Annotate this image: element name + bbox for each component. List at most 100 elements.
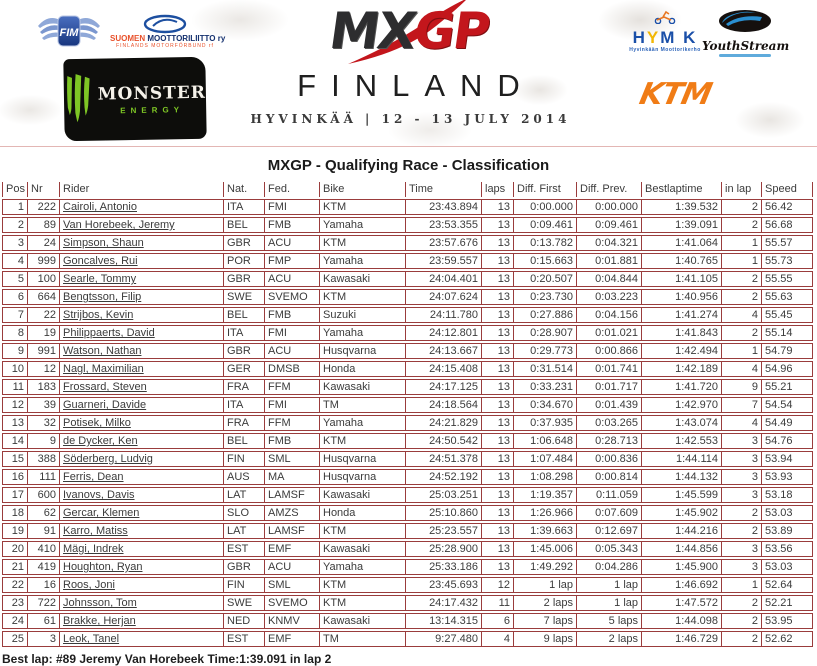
cell-bike: KTM: [320, 199, 406, 215]
cell-time: 24:13.667: [406, 343, 482, 359]
cell-nr: 222: [28, 199, 60, 215]
cell-speed: 52.21: [762, 595, 813, 611]
cell-rider[interactable]: Philippaerts, David: [60, 325, 224, 341]
cell-pos: 4: [2, 253, 28, 269]
cell-fed: LAMSF: [265, 487, 320, 503]
cell-rider[interactable]: Roos, Joni: [60, 577, 224, 593]
cell-rider[interactable]: Simpson, Shaun: [60, 235, 224, 251]
cell-rider[interactable]: Houghton, Ryan: [60, 559, 224, 575]
cell-in-lap: 4: [722, 307, 762, 323]
cell-time: 24:04.401: [406, 271, 482, 287]
cell-bestlaptime: 1:46.729: [642, 631, 722, 647]
cell-pos: 13: [2, 415, 28, 431]
cell-speed: 53.03: [762, 505, 813, 521]
cell-rider[interactable]: Mägi, Indrek: [60, 541, 224, 557]
table-row: 11 183 Frossard, Steven FRA FFM Kawasaki 24:17…: [2, 379, 813, 395]
cell-diff-first: 9 laps: [514, 631, 577, 647]
cell-rider[interactable]: Karro, Matiss: [60, 523, 224, 539]
cell-pos: 18: [2, 505, 28, 521]
cell-rider[interactable]: de Dycker, Ken: [60, 433, 224, 449]
cell-diff-first: 0:37.935: [514, 415, 577, 431]
cell-rider[interactable]: Van Horebeek, Jeremy: [60, 217, 224, 233]
cell-rider[interactable]: Bengtsson, Filip: [60, 289, 224, 305]
cell-pos: 1: [2, 199, 28, 215]
cell-rider[interactable]: Cairoli, Antonio: [60, 199, 224, 215]
cell-fed: DMSB: [265, 361, 320, 377]
cell-laps: 13: [482, 541, 514, 557]
cell-rider[interactable]: Watson, Nathan: [60, 343, 224, 359]
cell-laps: 13: [482, 469, 514, 485]
cell-bestlaptime: 1:41.720: [642, 379, 722, 395]
cell-laps: 13: [482, 235, 514, 251]
cell-rider[interactable]: Söderberg, Ludvig: [60, 451, 224, 467]
table-row: 3 24 Simpson, Shaun GBR ACU KTM 23:57.676 13 0:1…: [2, 235, 813, 251]
cell-rider[interactable]: Johnsson, Tom: [60, 595, 224, 611]
cell-bike: Yamaha: [320, 559, 406, 575]
cell-diff-first: 1:39.663: [514, 523, 577, 539]
cell-nr: 24: [28, 235, 60, 251]
cell-nr: 91: [28, 523, 60, 539]
cell-diff-prev: 0:00.866: [577, 343, 642, 359]
column-header-diff-prev: Diff. Prev.: [577, 182, 642, 197]
cell-fed: SVEMO: [265, 595, 320, 611]
cell-rider[interactable]: Strijbos, Kevin: [60, 307, 224, 323]
cell-rider[interactable]: Searle, Tommy: [60, 271, 224, 287]
cell-laps: 13: [482, 433, 514, 449]
cell-speed: 55.57: [762, 235, 813, 251]
table-row: 14 9 de Dycker, Ken BEL FMB KTM 24:50.542 13 1:0…: [2, 433, 813, 449]
cell-nat: FRA: [224, 379, 265, 395]
cell-rider[interactable]: Guarneri, Davide: [60, 397, 224, 413]
cell-speed: 56.42: [762, 199, 813, 215]
cell-diff-prev: 0:01.439: [577, 397, 642, 413]
cell-rider[interactable]: Potisek, Milko: [60, 415, 224, 431]
cell-in-lap: 1: [722, 343, 762, 359]
cell-in-lap: 7: [722, 397, 762, 413]
cell-bestlaptime: 1:40.956: [642, 289, 722, 305]
cell-nr: 89: [28, 217, 60, 233]
cell-rider[interactable]: Ivanovs, Davis: [60, 487, 224, 503]
cell-bestlaptime: 1:39.532: [642, 199, 722, 215]
cell-bike: Husqvarna: [320, 469, 406, 485]
cell-laps: 13: [482, 397, 514, 413]
cell-speed: 55.55: [762, 271, 813, 287]
cell-rider[interactable]: Frossard, Steven: [60, 379, 224, 395]
cell-bestlaptime: 1:43.074: [642, 415, 722, 431]
cell-in-lap: 2: [722, 595, 762, 611]
cell-rider[interactable]: Nagl, Maximilian: [60, 361, 224, 377]
cell-bestlaptime: 1:39.091: [642, 217, 722, 233]
cell-nr: 19: [28, 325, 60, 341]
cell-speed: 55.45: [762, 307, 813, 323]
cell-speed: 53.93: [762, 469, 813, 485]
cell-bike: KTM: [320, 577, 406, 593]
cell-in-lap: 2: [722, 217, 762, 233]
table-row: 21 419 Houghton, Ryan GBR ACU Yamaha 25:33.186…: [2, 559, 813, 575]
cell-laps: 13: [482, 505, 514, 521]
cell-rider[interactable]: Gercar, Klemen: [60, 505, 224, 521]
cell-diff-prev: 0:04.286: [577, 559, 642, 575]
cell-fed: FMI: [265, 325, 320, 341]
cell-in-lap: 3: [722, 451, 762, 467]
table-row: 15 388 Söderberg, Ludvig FIN SML Husqvarna 24:…: [2, 451, 813, 467]
cell-bike: Kawasaki: [320, 271, 406, 287]
cell-rider[interactable]: Brakke, Herjan: [60, 613, 224, 629]
cell-laps: 13: [482, 343, 514, 359]
cell-rider[interactable]: Leok, Tanel: [60, 631, 224, 647]
cell-nr: 12: [28, 361, 60, 377]
cell-fed: EMF: [265, 631, 320, 647]
youthstream-swirl-icon: [719, 10, 771, 32]
table-row: 12 39 Guarneri, Davide ITA FMI TM 24:18.564 13 0…: [2, 397, 813, 413]
cell-fed: MA: [265, 469, 320, 485]
cell-fed: ACU: [265, 271, 320, 287]
cell-speed: 55.14: [762, 325, 813, 341]
cell-time: 13:14.315: [406, 613, 482, 629]
cell-rider[interactable]: Goncalves, Rui: [60, 253, 224, 269]
cell-nr: 32: [28, 415, 60, 431]
cell-time: 23:57.676: [406, 235, 482, 251]
cell-speed: 54.49: [762, 415, 813, 431]
cell-pos: 10: [2, 361, 28, 377]
cell-bestlaptime: 1:45.900: [642, 559, 722, 575]
cell-diff-first: 0:29.773: [514, 343, 577, 359]
cell-rider[interactable]: Ferris, Dean: [60, 469, 224, 485]
cell-fed: FMP: [265, 253, 320, 269]
cell-nat: FIN: [224, 577, 265, 593]
